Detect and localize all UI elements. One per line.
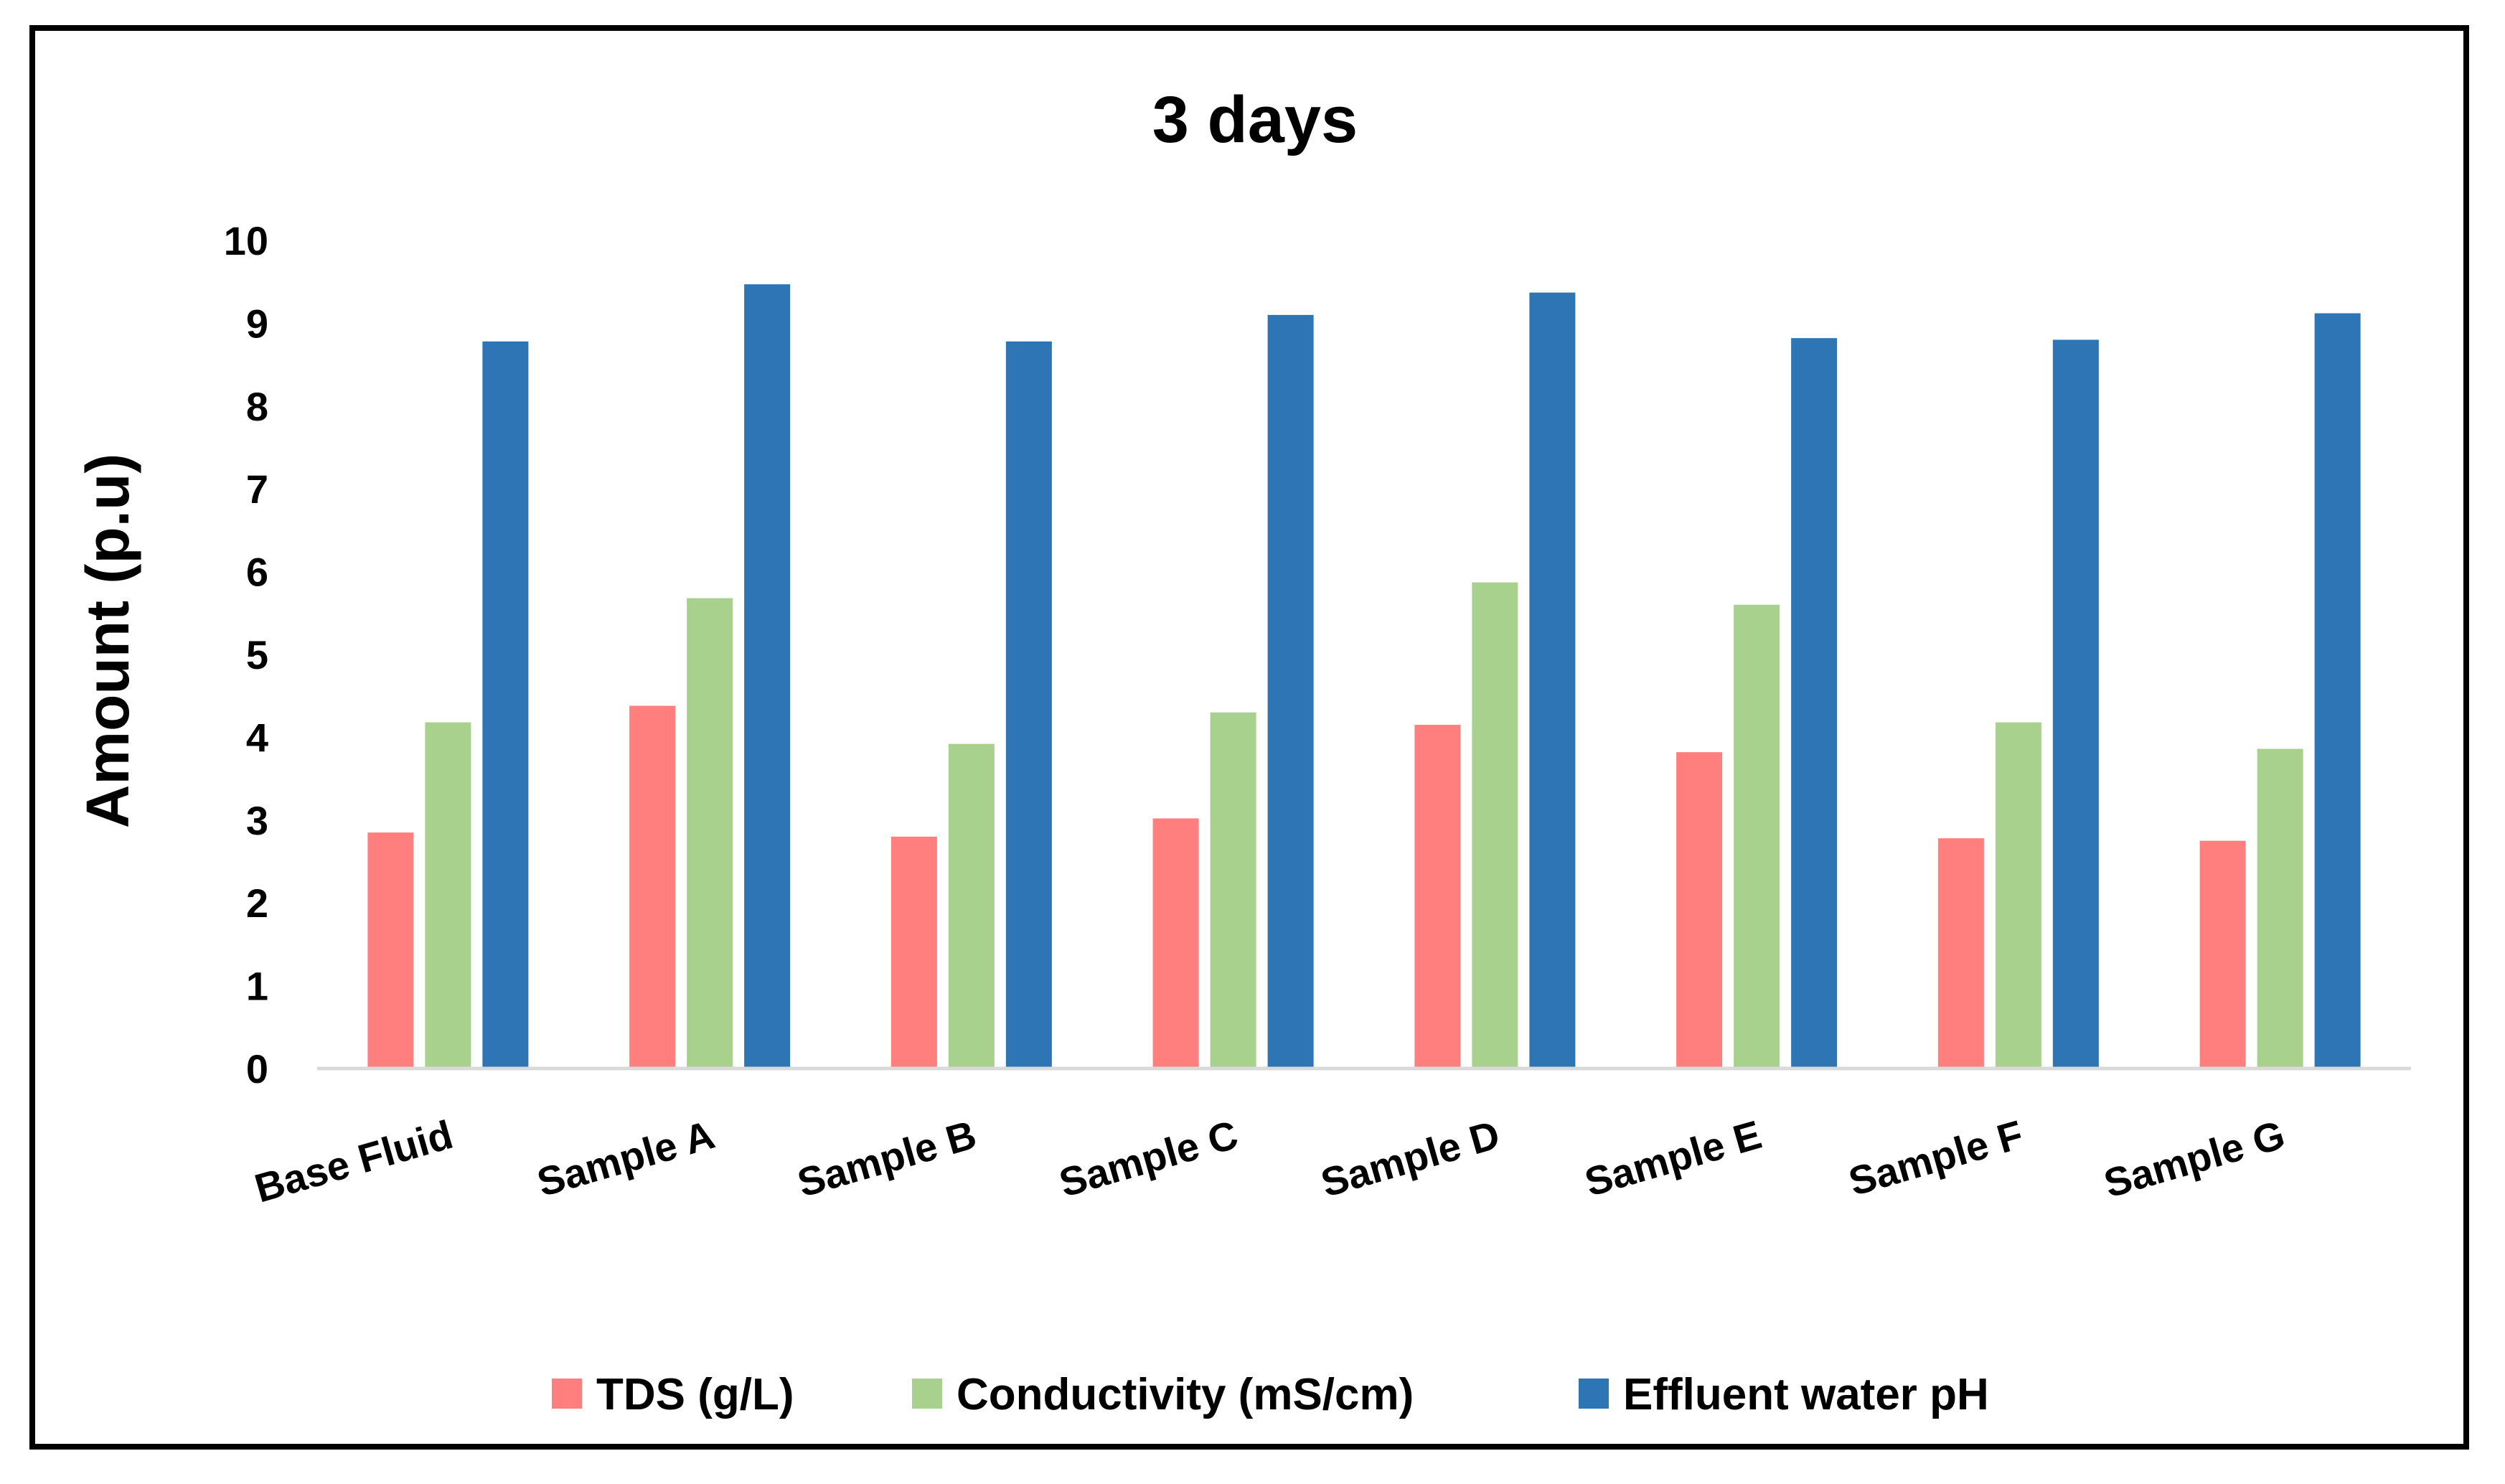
bar-tds-g-l-sample-b	[890, 836, 937, 1069]
x-tick-label: Base Fluid	[250, 1112, 458, 1211]
legend: TDS (g/L) Conductivity (mS/cm) Effluent wa…	[552, 1370, 1989, 1419]
bar-tds-g-l-sample-f	[1937, 838, 1984, 1069]
x-tick-label: Sample C	[1054, 1112, 1243, 1206]
chart-frame: 3 days Amount (p.u) 0 1 2 3 4 5 6 7 8 9 10 Base Fl…	[29, 25, 2469, 1450]
legend-label: Conductivity (mS/cm)	[957, 1370, 1414, 1419]
chart-title: 3 days	[1152, 83, 1358, 156]
bar-tds-g-l-base-fluid	[367, 832, 414, 1069]
bar-effluent-water-ph-sample-d	[1529, 292, 1576, 1069]
x-axis-labels: Base Fluid Sample A Sample B Sample C Sample…	[250, 1112, 2290, 1211]
bar-chart: 3 days Amount (p.u) 0 1 2 3 4 5 6 7 8 9 10 Base Fl…	[74, 83, 2411, 1419]
y-tick-label: 4	[246, 715, 268, 760]
x-tick-label: Sample A	[532, 1112, 720, 1205]
bar-conductivity-ms-cm-sample-e	[1734, 604, 1780, 1069]
bar-effluent-water-ph-sample-a	[744, 284, 791, 1069]
x-tick-label: Sample G	[2099, 1112, 2290, 1206]
legend-swatch	[552, 1379, 582, 1409]
legend-label: Effluent water pH	[1623, 1370, 1989, 1419]
y-tick-label: 10	[224, 218, 268, 263]
bar-conductivity-ms-cm-sample-f	[1995, 722, 2041, 1069]
x-tick-label: Sample F	[1843, 1112, 2028, 1204]
bar-effluent-water-ph-sample-b	[1005, 341, 1052, 1069]
bars	[367, 284, 2361, 1069]
bar-conductivity-ms-cm-sample-a	[687, 598, 733, 1069]
bar-conductivity-ms-cm-sample-b	[948, 743, 995, 1069]
bar-tds-g-l-sample-d	[1414, 725, 1461, 1069]
bar-tds-g-l-sample-g	[2199, 840, 2246, 1069]
bar-conductivity-ms-cm-sample-d	[1472, 582, 1518, 1069]
legend-label: TDS (g/L)	[596, 1370, 794, 1419]
x-tick-label: Sample D	[1316, 1112, 1505, 1206]
y-tick-label: 6	[246, 550, 268, 595]
bar-tds-g-l-sample-c	[1152, 818, 1199, 1069]
x-tick-label: Sample E	[1580, 1112, 1767, 1205]
y-axis-label: Amount (p.u)	[74, 454, 141, 829]
y-tick-label: 1	[246, 964, 268, 1009]
legend-swatch	[1579, 1379, 1609, 1409]
bar-effluent-water-ph-sample-g	[2314, 313, 2361, 1069]
y-tick-label: 8	[246, 384, 268, 429]
y-tick-label: 0	[246, 1046, 268, 1091]
bar-conductivity-ms-cm-sample-c	[1210, 712, 1256, 1069]
bar-effluent-water-ph-sample-c	[1267, 314, 1314, 1069]
y-tick-label: 3	[246, 798, 268, 843]
legend-swatch	[912, 1379, 942, 1409]
y-tick-label: 7	[246, 466, 268, 512]
bar-effluent-water-ph-base-fluid	[482, 341, 529, 1069]
y-axis-ticks: 0 1 2 3 4 5 6 7 8 9 10	[224, 218, 268, 1091]
bar-tds-g-l-sample-a	[629, 705, 676, 1069]
bar-conductivity-ms-cm-sample-g	[2257, 748, 2303, 1069]
y-tick-label: 5	[246, 632, 268, 677]
bar-conductivity-ms-cm-base-fluid	[425, 722, 471, 1069]
bar-tds-g-l-sample-e	[1676, 752, 1723, 1069]
y-tick-label: 9	[246, 301, 268, 346]
x-tick-label: Sample B	[793, 1112, 982, 1206]
y-tick-label: 2	[246, 880, 268, 926]
bar-effluent-water-ph-sample-e	[1791, 338, 1838, 1069]
bar-effluent-water-ph-sample-f	[2052, 339, 2099, 1069]
